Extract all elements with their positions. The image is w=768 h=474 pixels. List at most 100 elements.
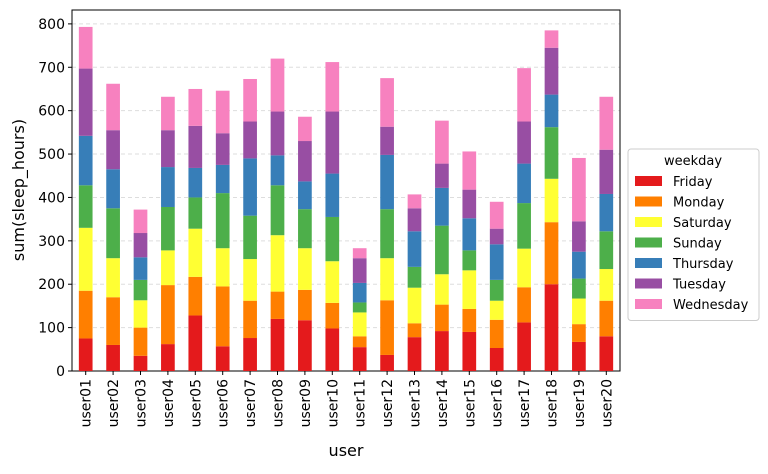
y-tick-label: 600	[38, 104, 65, 120]
bar-segment	[572, 221, 586, 252]
bar-segment	[407, 194, 422, 209]
x-tick-label: user15	[462, 379, 478, 427]
bar-segment	[435, 163, 449, 188]
bar-segment	[352, 312, 367, 337]
bar-segment	[243, 78, 257, 122]
bar-segment	[325, 62, 340, 112]
bar-segment	[106, 169, 120, 209]
x-tick-label: user12	[380, 379, 396, 427]
bar-segment	[188, 276, 203, 316]
bar-segment	[215, 164, 230, 194]
bar-segment	[380, 78, 394, 127]
bar-segment	[270, 185, 285, 236]
x-tick-label: user19	[572, 379, 588, 427]
x-axis-label: user	[329, 441, 364, 460]
bar-segment	[517, 203, 531, 249]
legend-label: Saturday	[673, 216, 732, 231]
bar-segment	[599, 96, 614, 150]
bar-segment	[435, 120, 449, 164]
legend-swatch	[635, 258, 662, 268]
bar-segment	[270, 235, 285, 292]
bar-segment	[435, 187, 449, 226]
bar-segment	[188, 197, 203, 229]
legend-swatch	[635, 196, 662, 207]
bar-segment	[435, 274, 449, 305]
y-tick-label: 0	[56, 364, 65, 380]
bar-segment	[325, 111, 340, 174]
x-tick-label: user07	[243, 379, 259, 427]
x-tick-label: user01	[79, 379, 95, 427]
bar-segment	[325, 216, 340, 262]
bar-segment	[380, 126, 394, 155]
bar-segment	[78, 227, 93, 291]
bar-segment	[435, 331, 449, 371]
x-tick-label: user11	[353, 379, 369, 427]
x-tick-label: user13	[408, 379, 424, 427]
bar-segment	[188, 88, 203, 126]
bar-segment	[215, 193, 230, 249]
bar-segment	[325, 261, 340, 303]
bar-segment	[133, 209, 148, 234]
bar-segment	[489, 201, 504, 229]
bar-segment	[325, 173, 340, 217]
x-tick-label: user14	[435, 379, 451, 427]
bar-segment	[270, 155, 285, 186]
bar-segment	[544, 284, 559, 371]
bar-segment	[599, 149, 614, 194]
bar-segment	[489, 319, 504, 349]
x-tick-label: user09	[298, 379, 314, 427]
bar-segment	[298, 248, 312, 290]
bar-segment	[599, 300, 614, 337]
bar-segment	[380, 209, 394, 259]
bar-segment	[517, 121, 531, 164]
legend-label: Sunday	[673, 237, 722, 252]
x-tick-label: user03	[134, 379, 150, 427]
bar-segment	[215, 248, 230, 287]
bar-segment	[380, 354, 394, 371]
y-tick-label: 700	[38, 60, 65, 76]
bar-segment	[133, 233, 148, 258]
y-axis-label: sum(sleep_hours)	[9, 119, 29, 261]
bar-segment	[352, 336, 367, 348]
legend-swatch	[635, 237, 662, 248]
bar-segment	[489, 279, 504, 301]
x-tick-label: user16	[490, 379, 506, 427]
bar-segment	[133, 257, 148, 280]
bar-segment	[188, 315, 203, 371]
x-tick-label: user02	[106, 379, 122, 427]
bar-segment	[78, 135, 93, 186]
bar-segment	[243, 259, 257, 301]
bar-segment	[572, 298, 586, 325]
bar-segment	[489, 244, 504, 280]
x-tick-label: user20	[599, 379, 615, 427]
x-tick-label: user18	[545, 379, 561, 427]
bar-segment	[188, 228, 203, 277]
bar-segment	[106, 130, 120, 170]
bar-segment	[599, 336, 614, 371]
bar-segment	[599, 269, 614, 301]
bar-segment	[161, 96, 175, 131]
x-tick-label: user17	[517, 379, 533, 427]
bar-segment	[572, 251, 586, 279]
bar-segment	[544, 47, 559, 95]
bar-segment	[215, 346, 230, 371]
legend-label: Tuesday	[672, 278, 726, 293]
bar-segment	[215, 286, 230, 347]
bar-segment	[133, 279, 148, 301]
legend-swatch	[635, 299, 662, 309]
bar-segment	[407, 287, 422, 324]
bar-segment	[462, 308, 477, 332]
bar-segment	[435, 304, 449, 332]
y-tick-label: 200	[38, 277, 65, 293]
bar-segment	[78, 68, 93, 136]
bar-segment	[161, 344, 175, 371]
bar-segment	[161, 130, 175, 168]
bar-segment	[352, 258, 367, 283]
bar-segment	[243, 338, 257, 371]
bar-segment	[133, 327, 148, 356]
bar-segment	[298, 320, 312, 371]
bar-segment	[243, 158, 257, 216]
bar-segment	[133, 300, 148, 328]
bar-segment	[243, 121, 257, 159]
